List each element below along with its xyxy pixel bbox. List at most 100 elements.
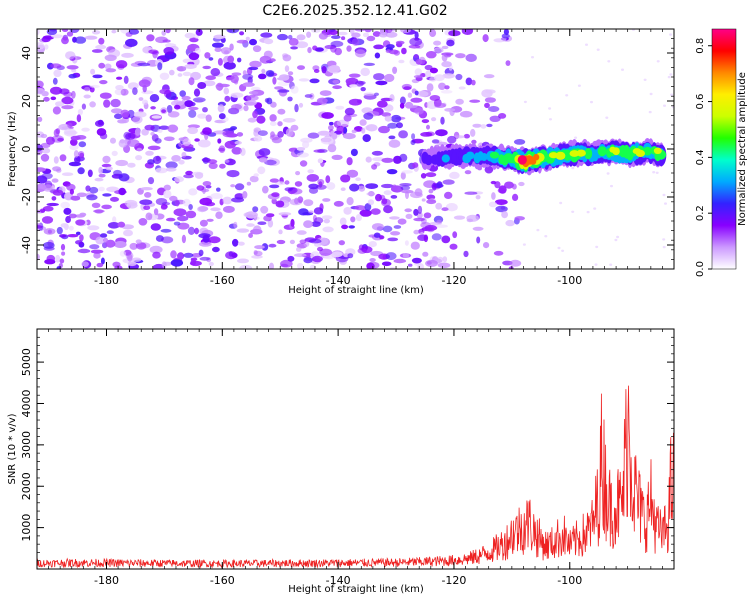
noise-blob xyxy=(303,220,313,229)
noise-blob xyxy=(488,201,498,208)
x-tick-label: -180 xyxy=(94,274,119,287)
noise-blob xyxy=(40,208,46,213)
colorbar: 0.0 0.2 0.4 0.6 0.8 Normalized spectral ampl… xyxy=(695,28,748,277)
signal-band-cell xyxy=(612,147,620,156)
noise-blob xyxy=(378,125,390,134)
noise-blob xyxy=(261,243,269,251)
noise-blob xyxy=(243,105,249,112)
noise-blob xyxy=(257,166,266,175)
noise-blob xyxy=(245,211,258,219)
noise-blob xyxy=(202,127,212,135)
noise-blob xyxy=(331,251,343,258)
noise-blob xyxy=(58,123,70,131)
noise-blob xyxy=(399,153,408,162)
noise-blob xyxy=(98,37,105,45)
noise-blob xyxy=(169,69,175,76)
noise-blob xyxy=(421,119,430,124)
noise-blob xyxy=(308,183,319,190)
noise-blob xyxy=(557,246,561,250)
noise-blob xyxy=(609,263,613,266)
y-tick-label: 3000 xyxy=(20,431,33,459)
noise-blob xyxy=(390,114,402,123)
noise-blob xyxy=(216,187,221,192)
noise-blob xyxy=(385,252,397,261)
noise-blob xyxy=(278,74,290,81)
noise-blob xyxy=(486,123,493,128)
noise-blob xyxy=(252,45,262,53)
noise-blob xyxy=(150,131,155,136)
noise-blob xyxy=(471,79,476,86)
noise-blob xyxy=(260,205,269,214)
noise-blob xyxy=(384,73,395,83)
noise-blob xyxy=(56,226,63,235)
noise-blob xyxy=(297,65,305,70)
noise-blob xyxy=(361,246,373,254)
noise-blob xyxy=(135,155,143,161)
noise-blob xyxy=(123,131,132,140)
noise-blob xyxy=(504,181,514,189)
noise-blob xyxy=(252,206,259,213)
noise-blob xyxy=(61,29,69,32)
heatmap-x-axis-label: Height of straight line (km) xyxy=(288,285,424,296)
noise-blob xyxy=(614,238,618,242)
signal-band-cell xyxy=(642,146,652,156)
noise-blob xyxy=(413,75,423,79)
noise-blob xyxy=(326,182,336,190)
noise-blob xyxy=(256,115,266,124)
noise-blob xyxy=(455,98,464,105)
noise-blob xyxy=(498,185,507,194)
noise-blob xyxy=(262,185,269,194)
noise-blob xyxy=(147,177,155,185)
noise-blob xyxy=(66,31,74,37)
noise-blob xyxy=(201,157,211,163)
noise-blob xyxy=(375,193,382,202)
noise-blob xyxy=(157,129,163,133)
signal-band-cell xyxy=(635,149,646,157)
noise-blob xyxy=(544,235,548,238)
noise-blob xyxy=(183,252,194,258)
noise-blob xyxy=(89,101,96,108)
noise-blob xyxy=(194,138,200,142)
noise-blob xyxy=(101,204,112,210)
noise-blob xyxy=(652,171,656,174)
noise-blob xyxy=(585,43,588,46)
noise-blob xyxy=(93,252,101,259)
noise-blob xyxy=(106,230,114,235)
noise-blob xyxy=(321,66,327,74)
noise-blob xyxy=(224,140,236,149)
signal-band-cell xyxy=(489,151,500,159)
y-tick-label: 4000 xyxy=(20,389,33,417)
noise-blob xyxy=(325,175,331,184)
heatmap-y-axis-label: Frequency (Hz) xyxy=(7,111,18,187)
noise-blob xyxy=(98,173,106,178)
noise-blob xyxy=(51,34,63,39)
noise-blob xyxy=(239,31,245,36)
noise-blob xyxy=(355,214,362,222)
noise-blob xyxy=(298,102,304,108)
noise-blob xyxy=(102,193,112,197)
noise-blob xyxy=(333,200,344,207)
noise-blob xyxy=(296,230,307,235)
noise-blob xyxy=(188,204,193,210)
noise-blob xyxy=(56,168,62,173)
noise-blob xyxy=(135,239,142,244)
noise-blob xyxy=(470,128,476,137)
noise-blob xyxy=(226,133,238,138)
noise-blob xyxy=(198,206,209,212)
noise-blob xyxy=(414,31,419,39)
noise-blob xyxy=(46,254,56,263)
noise-blob xyxy=(422,251,429,257)
noise-blob xyxy=(135,242,147,250)
noise-blob xyxy=(399,183,412,187)
noise-blob xyxy=(249,94,256,98)
noise-blob xyxy=(282,118,296,123)
noise-blob xyxy=(431,139,440,144)
noise-blob xyxy=(296,152,309,158)
noise-blob xyxy=(577,84,581,87)
noise-blob xyxy=(445,203,458,212)
noise-blob xyxy=(240,147,246,156)
noise-blob xyxy=(288,38,299,46)
noise-blob xyxy=(662,193,666,197)
noise-blob xyxy=(37,225,43,229)
noise-blob xyxy=(170,259,184,267)
